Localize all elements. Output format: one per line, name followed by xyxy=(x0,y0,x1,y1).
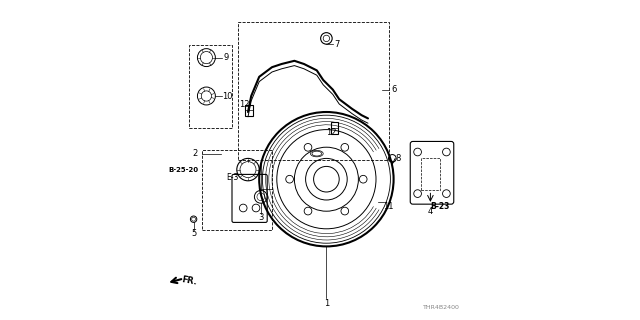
Bar xyxy=(331,122,339,134)
Text: 12: 12 xyxy=(239,100,250,108)
Bar xyxy=(189,45,232,128)
Text: 11: 11 xyxy=(383,202,394,211)
Text: 2: 2 xyxy=(193,149,198,158)
Text: B-23: B-23 xyxy=(430,202,450,211)
Text: 4: 4 xyxy=(428,207,433,216)
Text: FR.: FR. xyxy=(181,275,198,287)
Text: 8: 8 xyxy=(396,154,401,163)
Text: 5: 5 xyxy=(191,229,196,238)
Text: 9: 9 xyxy=(223,53,229,62)
Bar xyxy=(245,105,253,116)
Text: 10: 10 xyxy=(222,92,232,100)
Bar xyxy=(239,22,388,160)
Text: E-3: E-3 xyxy=(226,173,238,182)
Text: B-25-20: B-25-20 xyxy=(168,167,198,172)
Bar xyxy=(202,150,272,230)
Bar xyxy=(421,158,440,190)
Text: 6: 6 xyxy=(391,85,396,94)
Text: 3: 3 xyxy=(258,213,264,222)
Text: 1: 1 xyxy=(324,300,329,308)
Text: 7: 7 xyxy=(334,40,339,49)
Text: 12: 12 xyxy=(326,128,337,137)
Text: THR4B2400: THR4B2400 xyxy=(423,305,460,310)
